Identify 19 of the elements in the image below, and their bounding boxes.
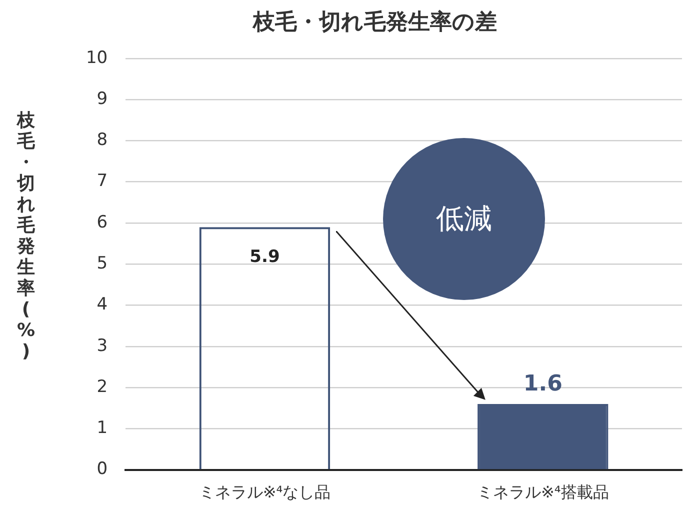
y-tick-label: 7 bbox=[96, 171, 108, 192]
annotation: 低減 bbox=[436, 200, 492, 237]
text: 枝毛・切れ毛発生率(%) bbox=[16, 110, 36, 362]
y-tick-label: 2 bbox=[96, 376, 108, 397]
circle-badge: 低減 bbox=[382, 138, 545, 300]
y-tick-label: 6 bbox=[96, 212, 108, 232]
x-tick-label: ミネラル※⁴搭載品 bbox=[476, 482, 609, 502]
y-tick-label: 10 bbox=[86, 48, 108, 68]
x-tick-label: ミネラル※⁴なし品 bbox=[198, 482, 331, 502]
y-tick-label: 0 bbox=[96, 459, 108, 480]
y-tick-label: 8 bbox=[96, 130, 108, 150]
y-tick-label: 3 bbox=[96, 336, 108, 356]
y-tick-label: 1 bbox=[96, 418, 108, 438]
data-label: 5.9 bbox=[250, 246, 280, 267]
chart-title: 枝毛・切れ毛発生率の差 bbox=[252, 8, 497, 35]
data-label: 1.6 bbox=[523, 372, 562, 397]
y-tick-label: 4 bbox=[96, 294, 108, 315]
y-tick-label: 5 bbox=[96, 254, 108, 274]
y-tick-label: 9 bbox=[96, 88, 108, 109]
